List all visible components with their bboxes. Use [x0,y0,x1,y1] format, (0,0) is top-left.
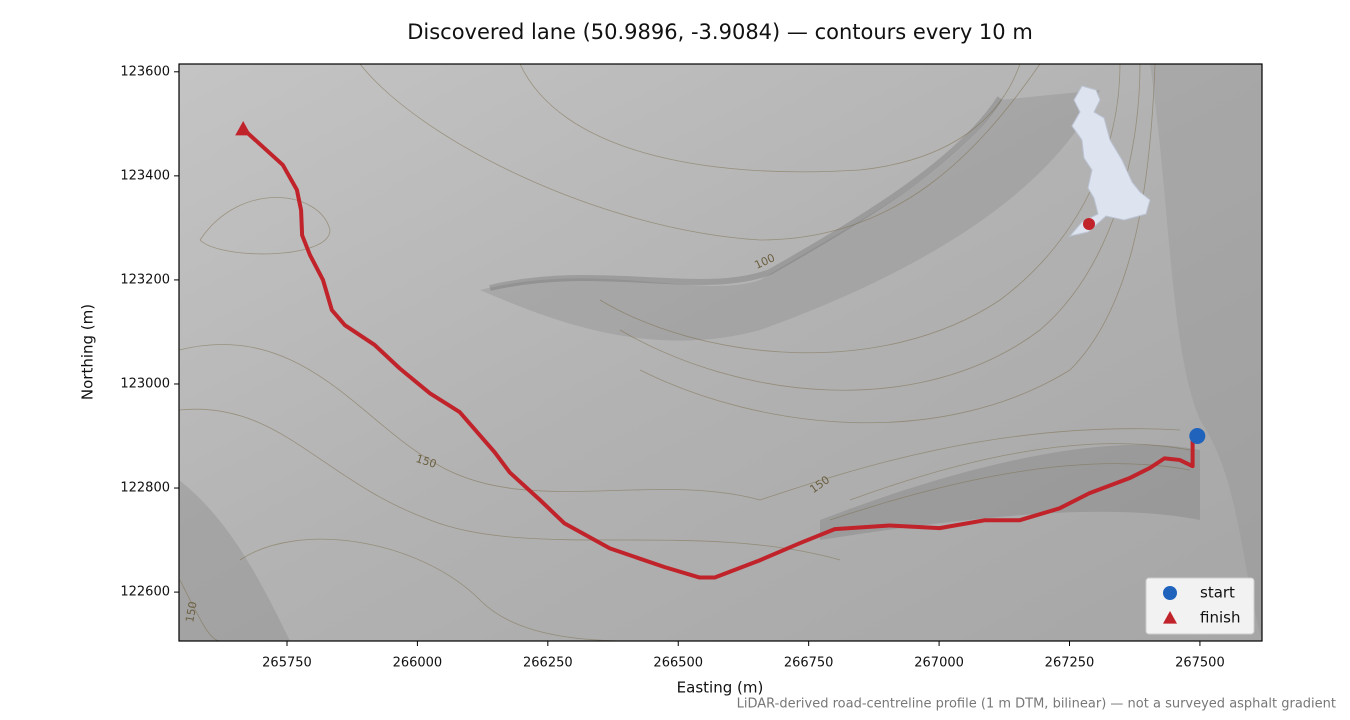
x-tick-label: 266250 [523,656,573,671]
marker-circle [1189,428,1206,445]
x-tick-label: 265750 [262,656,312,671]
route-line [241,127,1200,580]
chart-title: Discovered lane (50.9896, -3.9084) — con… [407,20,1033,44]
y-tick-label: 122800 [120,481,170,496]
legend: start finish [1145,577,1255,635]
inset-map [1068,85,1151,237]
legend-label: start [1200,584,1235,602]
contour-label: 150 [414,452,438,471]
x-axis-label: Easting (m) [677,679,764,697]
x-tick-label: 266500 [653,656,703,671]
hillshade [179,64,1262,641]
y-tick-label: 123000 [120,376,170,391]
x-tick-label: 266750 [784,656,834,671]
legend-swatch [1163,611,1177,624]
y-tick-label: 122600 [120,585,170,600]
x-tick-label: 266000 [393,656,443,671]
y-tick-label: 123600 [120,64,170,79]
legend-swatch [1163,586,1177,600]
x-tick-label: 267000 [914,656,964,671]
y-tick-label: 123400 [120,168,170,183]
x-tick-label: 267500 [1175,656,1225,671]
legend-label: finish [1200,609,1240,627]
contour-label: 150 [183,600,199,623]
y-axis-label: Northing (m) [79,304,97,400]
x-tick-label: 267250 [1045,656,1095,671]
marker-triangle [235,121,252,136]
footnote: LiDAR-derived road-centreline profile (1… [737,697,1336,712]
y-tick-label: 123200 [120,272,170,287]
plot-frame [178,63,1263,642]
